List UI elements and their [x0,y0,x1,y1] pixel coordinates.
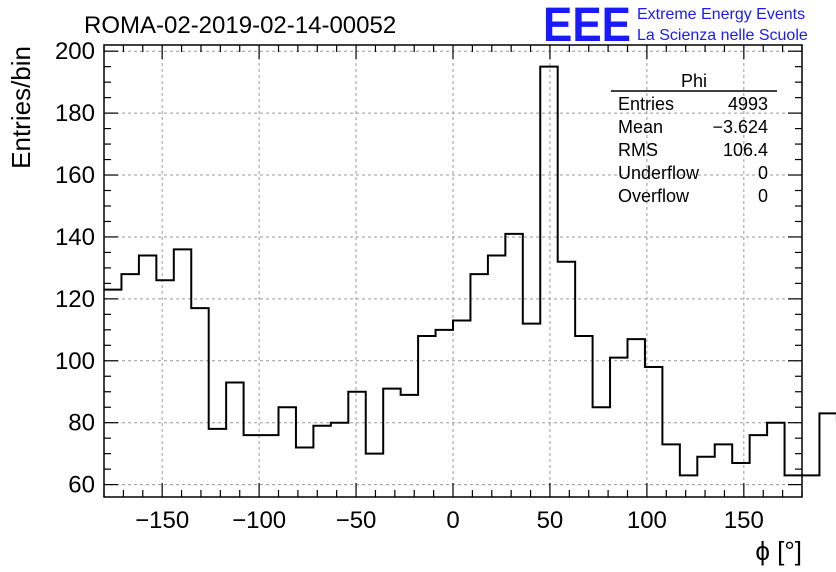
histogram-bin [767,423,784,497]
stats-box: Phi Entries 4993 Mean −3.624 RMS 106.4 Underfl… [611,71,777,206]
stats-row-value: 0 [758,163,768,183]
histogram-bin [732,463,749,497]
y-tick-label: 180 [55,100,95,127]
stats-row-label: Mean [618,117,663,137]
histogram-bin [697,457,714,497]
histogram-bin [418,336,435,497]
stats-row-label: RMS [618,140,658,160]
x-tick-label: 50 [537,507,564,534]
x-tick-label: −150 [135,507,189,534]
histogram-bin [348,392,365,497]
y-axis-label: Entries/bin [6,46,36,169]
histogram-outline [104,65,836,477]
y-tick-label: 140 [55,224,95,251]
histogram-bin [505,234,522,497]
histogram-bin [313,426,330,497]
histogram-bin [261,435,278,497]
histogram-bin [645,367,662,497]
eee-logo: EEE Extreme Energy Events La Scienza nel… [543,0,808,52]
histogram-bin [209,429,226,497]
histogram-bin [610,358,627,497]
histogram-bin [715,444,732,497]
histogram-bin [331,423,348,497]
eee-logo-mark: EEE [543,0,631,52]
histogram-bin [523,324,540,497]
stats-box-title: Phi [681,71,707,91]
stats-row-label: Underflow [618,163,700,183]
histogram-bin [819,413,836,497]
x-tick-label: −50 [336,507,377,534]
stats-row-label: Entries [618,94,674,114]
histogram-bin [662,444,679,497]
chart-title: ROMA-02-2019-02-14-00052 [84,12,396,39]
x-tick-label: −100 [232,507,286,534]
histogram-bin [401,395,418,497]
x-tick-labels: −150 −100 −50 0 50 100 150 [135,507,764,534]
histogram-bin [383,389,400,497]
histogram-bin [488,256,505,497]
histogram-bin [139,256,156,497]
stats-row-label: Overflow [618,186,690,206]
y-tick-label: 80 [68,410,95,437]
histogram-bin [470,274,487,497]
y-tick-label: 120 [55,286,95,313]
histogram-bin [540,67,557,497]
histogram-bin [279,407,296,497]
histogram-bin [174,249,191,497]
histogram-bin [558,262,575,497]
histogram-bin [104,290,121,497]
y-tick-labels: 60 80 100 120 140 160 180 200 [55,38,95,498]
x-tick-label: 100 [627,507,667,534]
stats-row-value: −3.624 [712,117,768,137]
y-tick-label: 200 [55,38,95,65]
histogram-bin [296,447,313,497]
y-tick-label: 160 [55,162,95,189]
histogram-bin [750,435,767,497]
histogram-bin [453,321,470,497]
x-tick-label: 150 [724,507,764,534]
eee-logo-line2: La Scienza nelle Scuole [637,27,808,44]
histogram-bin [244,435,261,497]
stats-box-rows: Entries 4993 Mean −3.624 RMS 106.4 Underflow 0 O… [618,94,768,206]
stats-row-value: 4993 [728,94,768,114]
eee-logo-line1: Extreme Energy Events [637,6,805,23]
y-tick-label: 60 [68,472,95,499]
histogram-bin [680,475,697,497]
histogram-bins [104,65,836,497]
histogram-bin [436,330,453,497]
histogram-bin [628,339,645,497]
histogram-bin [593,407,610,497]
stats-row-value: 0 [758,186,768,206]
stats-row-value: 106.4 [723,140,768,160]
histogram-bin [366,454,383,497]
histogram-bin [802,475,819,497]
x-tick-label: 0 [446,507,459,534]
histogram-bin [226,382,243,497]
histogram-bin [121,274,138,497]
histogram-bin [785,475,802,497]
axis-ticks [103,45,803,497]
x-axis-label: ϕ [°] [755,536,802,566]
histogram-bin [156,280,173,497]
y-tick-label: 100 [55,348,95,375]
histogram-bin [575,336,592,497]
histogram-bin [191,308,208,497]
